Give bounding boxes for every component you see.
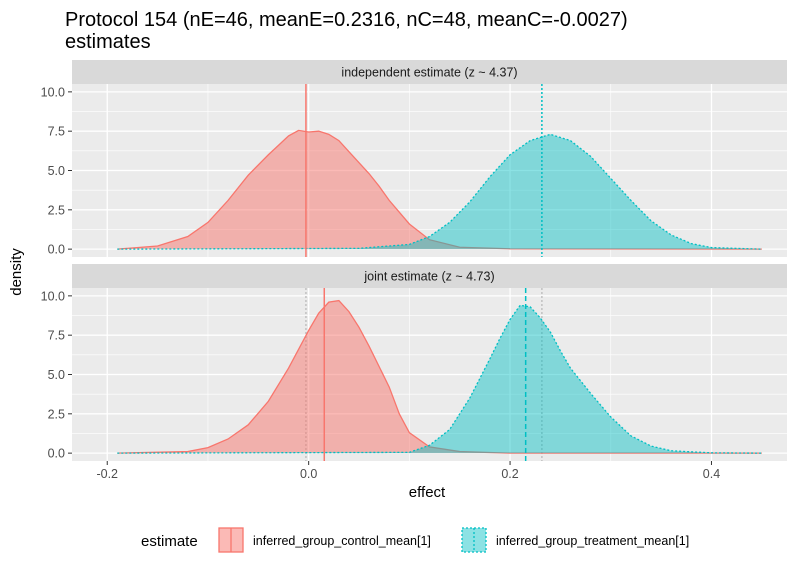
treatment-density-line [117, 133, 762, 250]
x-tick-label: 0.0 [300, 467, 317, 481]
y-tick-label: 7.5 [48, 329, 65, 343]
legend-title: estimate [141, 533, 198, 550]
y-tick-label: 5.0 [48, 368, 65, 382]
x-tick-label: -0.2 [96, 467, 118, 481]
control-density-line [117, 299, 762, 454]
y-tick-label: 7.5 [48, 125, 65, 139]
x-axis-title: effect [409, 484, 446, 501]
control-density-area [117, 300, 762, 454]
legend: estimate inferred_group_control_mean[1] … [141, 527, 689, 553]
legend-label-control: inferred_group_control_mean[1] [253, 534, 431, 548]
y-tick-label: 0.0 [48, 447, 65, 461]
treatment-density-area [117, 305, 762, 454]
y-tick-label: 10.0 [41, 289, 65, 303]
y-tick-label: 2.5 [48, 407, 65, 421]
legend-label-treatment: inferred_group_treatment_mean[1] [496, 534, 689, 548]
facet-panel: independent estimate (z ~ 4.37) 0.0 2.5 5.0… [41, 60, 787, 257]
chart-title: Protocol 154 (nE=46, meanE=0.2316, nC=48… [65, 9, 628, 31]
y-axis-title: density [8, 248, 25, 296]
y-tick-label: 5.0 [48, 164, 65, 178]
facet-strip-label: joint estimate (z ~ 4.73) [363, 270, 494, 284]
facet-panels: independent estimate (z ~ 4.37) 0.0 2.5 5.0… [41, 60, 787, 461]
facet-strip [72, 60, 787, 84]
y-tick-label: 2.5 [48, 203, 65, 217]
y-tick-label: 0.0 [48, 243, 65, 257]
x-tick-label: 0.2 [501, 467, 518, 481]
control-density-line [117, 129, 762, 250]
chart-subtitle: estimates [65, 31, 151, 53]
x-tick-label: 0.4 [703, 467, 720, 481]
x-axis: -0.2 0.0 0.2 0.4 [96, 461, 720, 481]
facet-strip-label: independent estimate (z ~ 4.37) [341, 66, 517, 80]
facet-strip [72, 264, 787, 288]
control-density-area [117, 130, 762, 250]
y-tick-label: 10.0 [41, 85, 65, 99]
facet-panel: joint estimate (z ~ 4.73) 0.0 2.5 5.0 7.5 10.… [41, 264, 787, 461]
treatment-density-area [117, 134, 762, 250]
